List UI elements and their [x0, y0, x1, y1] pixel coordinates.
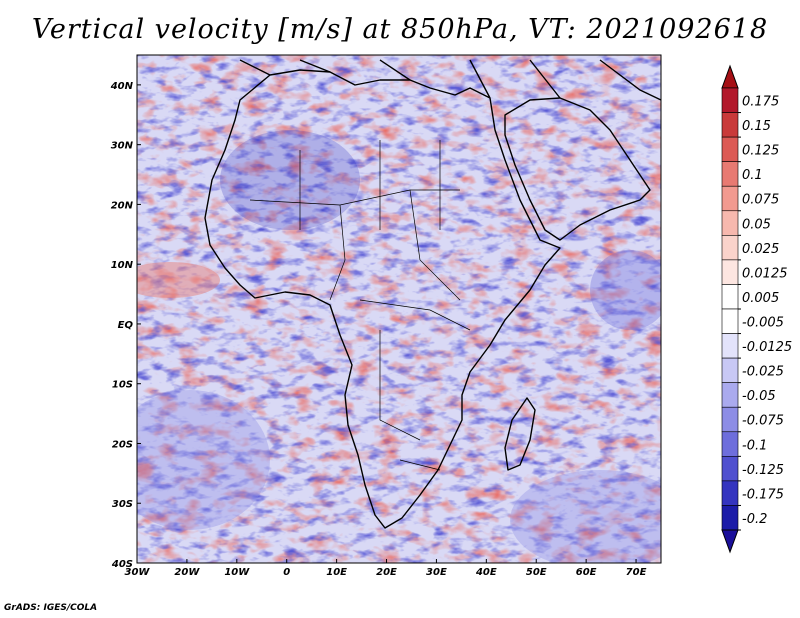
- latitude-axis: 40N 30N 20N 10N EQ 10S 20S 30S 40S: [110, 81, 141, 570]
- map-plot-area: [137, 55, 661, 563]
- lat-tick-label: 30S: [112, 499, 133, 510]
- coastlines: [204, 59, 661, 529]
- colorbar-label: -0.075: [742, 414, 784, 429]
- colorbar-label: 0.1: [742, 168, 763, 183]
- colorbar-label: 0.05: [742, 217, 771, 232]
- colorbar-label: -0.2: [742, 512, 767, 527]
- colorbar-swatch: [721, 406, 739, 433]
- lat-tick-label: 40N: [110, 81, 134, 92]
- colorbar-swatch: [721, 235, 739, 261]
- colorbar-swatch: [721, 259, 739, 285]
- lat-tick-label: EQ: [118, 320, 134, 331]
- colorbar-swatch: [721, 382, 739, 408]
- colorbar-label: -0.05: [742, 389, 776, 404]
- lon-tick-label: 60E: [576, 567, 597, 578]
- colorbar-label: 0.0125: [742, 266, 788, 281]
- colorbar-label: 0.005: [742, 291, 779, 306]
- lon-tick-label: 20W: [174, 567, 200, 578]
- arabia-coastline: [504, 97, 651, 241]
- lon-tick-label: 40E: [475, 567, 497, 578]
- lat-tick-label: 30N: [111, 141, 134, 152]
- lon-tick-label: 10E: [326, 567, 347, 578]
- colorbar-swatch: [721, 431, 739, 457]
- colorbar-swatch: [721, 161, 739, 187]
- colorbar-swatch: [721, 333, 739, 359]
- colorbar-swatch: [721, 357, 739, 383]
- colorbar-label: 0.175: [742, 95, 779, 110]
- colorbar-top-arrow: [721, 64, 739, 89]
- lon-tick-label: 10W: [224, 567, 250, 578]
- colorbar-swatch: [721, 136, 739, 162]
- colorbar-label: -0.1: [742, 438, 767, 453]
- lon-tick-label: 20E: [376, 567, 397, 578]
- lon-tick-label: 30E: [426, 567, 447, 578]
- colorbar-label: 0.15: [742, 119, 771, 134]
- country-borders: [249, 140, 471, 471]
- lat-tick-label: 20N: [111, 200, 134, 211]
- lon-tick-label: 0: [283, 567, 290, 578]
- colorbar-swatch: [721, 210, 739, 236]
- colorbar-bottom-arrow: [721, 529, 739, 554]
- map-title: Vertical velocity [m/s] at 850hPa, VT: 2…: [31, 14, 769, 45]
- credit-text: GrADS: IGES/COLA: [4, 603, 98, 613]
- lon-tick-label: 30W: [125, 567, 151, 578]
- colorbar-label: -0.025: [742, 365, 784, 380]
- colorbar-swatch: [721, 284, 739, 310]
- colorbar: 0.175 0.15 0.125 0.1 0.075 0.05 0.025 0.0125 0.0…: [721, 64, 792, 554]
- colorbar-swatch: [721, 112, 739, 138]
- colorbar-label: -0.125: [742, 463, 784, 478]
- europe-coastline: [239, 59, 661, 101]
- colorbar-swatch: [721, 480, 739, 506]
- colorbar-label: -0.0125: [742, 340, 792, 355]
- lon-tick-label: 50E: [526, 567, 547, 578]
- lat-tick-label: 40S: [111, 559, 133, 570]
- colorbar-label: -0.175: [742, 487, 784, 502]
- colorbar-swatch: [721, 308, 739, 334]
- colorbar-swatch: [721, 456, 739, 482]
- colorbar-swatch: [721, 87, 739, 113]
- colorbar-label: 0.025: [742, 242, 779, 257]
- colorbar-swatch: [721, 505, 739, 531]
- lon-tick-label: 70E: [626, 567, 647, 578]
- longitude-axis: 30W 20W 10W 0 10E 20E 30E 40E 50E 60E 70E: [125, 559, 647, 578]
- madagascar-coastline: [504, 397, 536, 471]
- plot-frame: [136, 54, 662, 564]
- africa-coastline: [204, 69, 561, 529]
- colorbar-label: -0.005: [742, 316, 784, 331]
- lat-tick-label: 10S: [112, 380, 133, 391]
- lat-tick-label: 10N: [111, 260, 134, 271]
- colorbar-label: 0.125: [742, 144, 779, 159]
- lat-tick-label: 20S: [112, 439, 133, 450]
- colorbar-swatch: [721, 185, 739, 212]
- colorbar-label: 0.075: [742, 193, 779, 208]
